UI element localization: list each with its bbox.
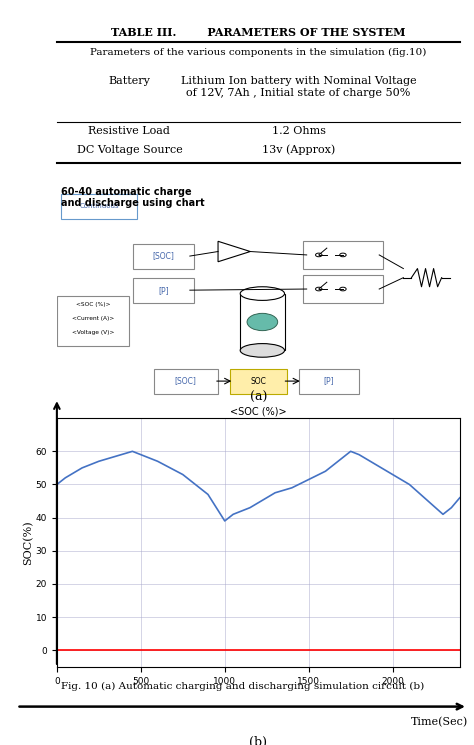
Text: Time(Sec): Time(Sec) xyxy=(410,717,468,727)
Text: Resistive Load: Resistive Load xyxy=(89,126,170,136)
FancyBboxPatch shape xyxy=(154,369,218,393)
Text: SOC: SOC xyxy=(250,376,266,386)
FancyBboxPatch shape xyxy=(302,241,383,268)
Text: [SOC]: [SOC] xyxy=(175,376,197,386)
Text: Parameters of the various components in the simulation (fig.10): Parameters of the various components in … xyxy=(90,48,427,57)
FancyBboxPatch shape xyxy=(61,194,137,218)
FancyBboxPatch shape xyxy=(133,244,194,268)
Circle shape xyxy=(340,253,346,257)
Text: (a): (a) xyxy=(250,391,267,404)
Text: <Current (A)>: <Current (A)> xyxy=(72,316,114,321)
Text: [P]: [P] xyxy=(324,376,334,386)
Circle shape xyxy=(316,253,322,257)
Y-axis label: SOC(%): SOC(%) xyxy=(23,520,33,565)
Text: DC Voltage Source: DC Voltage Source xyxy=(76,145,182,154)
Text: Battery: Battery xyxy=(109,76,150,86)
Circle shape xyxy=(340,288,346,291)
Text: 13v (Approx): 13v (Approx) xyxy=(262,145,335,155)
Text: TABLE III.        PARAMETERS OF THE SYSTEM: TABLE III. PARAMETERS OF THE SYSTEM xyxy=(111,27,406,37)
Bar xyxy=(240,294,284,350)
Text: (b): (b) xyxy=(249,736,267,745)
Text: <SOC (%)>: <SOC (%)> xyxy=(76,302,110,308)
Title: <SOC (%)>: <SOC (%)> xyxy=(230,406,287,416)
Text: Continuous: Continuous xyxy=(79,203,119,209)
Circle shape xyxy=(247,314,278,331)
FancyBboxPatch shape xyxy=(302,276,383,302)
Circle shape xyxy=(316,288,322,291)
Ellipse shape xyxy=(240,287,284,300)
Ellipse shape xyxy=(240,343,284,357)
Text: <Voltage (V)>: <Voltage (V)> xyxy=(72,330,114,335)
Text: 60-40 automatic charge
and discharge using chart: 60-40 automatic charge and discharge usi… xyxy=(61,187,205,209)
Text: 1.2 Ohms: 1.2 Ohms xyxy=(272,126,326,136)
Text: [SOC]: [SOC] xyxy=(153,252,174,261)
Text: Fig. 10 (a) Automatic charging and discharging simulation circuit (b): Fig. 10 (a) Automatic charging and disch… xyxy=(61,682,424,691)
FancyBboxPatch shape xyxy=(230,369,286,393)
Text: Lithium Ion battery with Nominal Voltage
of 12V, 7Ah , Initial state of charge 5: Lithium Ion battery with Nominal Voltage… xyxy=(181,76,417,98)
FancyBboxPatch shape xyxy=(299,369,359,393)
FancyBboxPatch shape xyxy=(133,278,194,302)
FancyBboxPatch shape xyxy=(57,296,129,346)
Text: [P]: [P] xyxy=(158,285,169,295)
